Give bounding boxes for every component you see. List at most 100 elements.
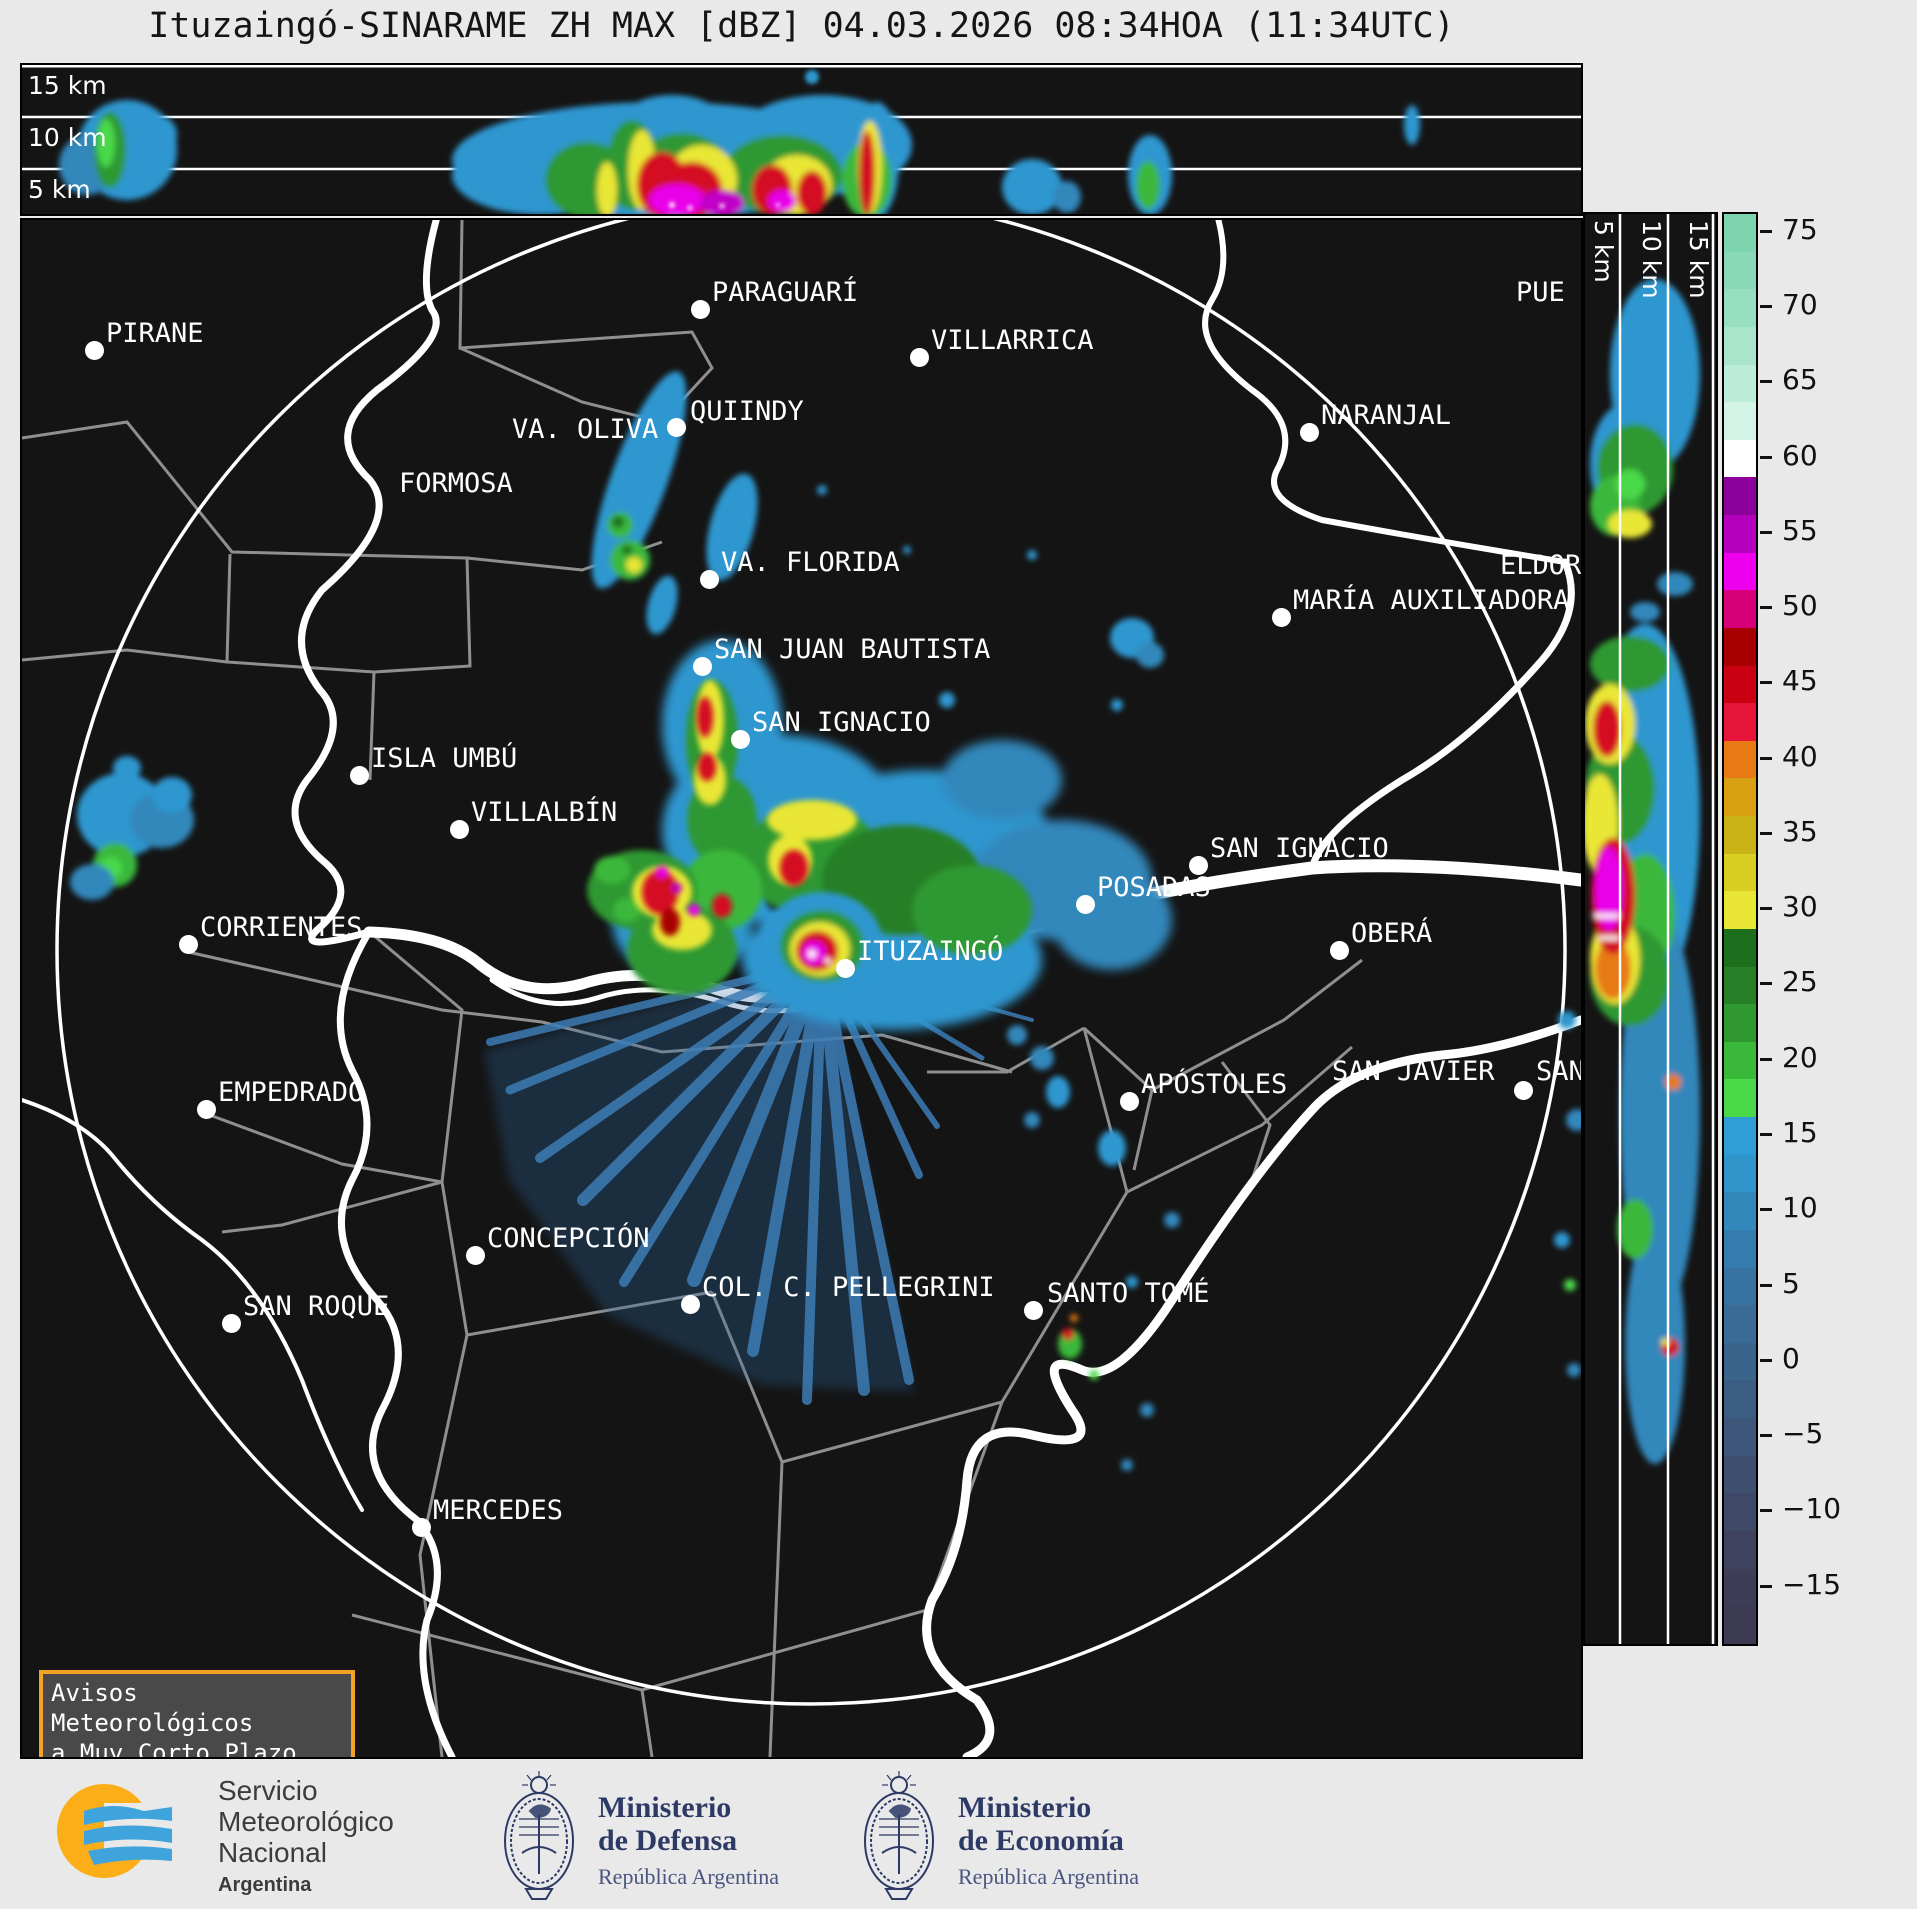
colorbar-segment-23 — [1724, 1079, 1756, 1117]
colorbar-segment-34 — [1724, 1493, 1756, 1531]
colorbar-segment-32 — [1724, 1418, 1756, 1456]
city-dot-empedrado — [197, 1100, 216, 1119]
city-label-quiindy: QUIINDY — [690, 396, 804, 427]
colorbar-segment-6 — [1724, 439, 1756, 478]
colorbar-tick-label--15: −15 — [1782, 1567, 1842, 1601]
city-dot-quiindy — [667, 418, 686, 437]
smn-line-1: Servicio — [218, 1775, 318, 1806]
city-dot-va-florida — [700, 570, 719, 589]
city-dot-isla-umbu — [350, 766, 369, 785]
city-label-san: SAN — [1536, 1056, 1583, 1087]
defensa-sub: República Argentina — [598, 1864, 780, 1889]
colorbar-tick-label-70: 70 — [1782, 288, 1818, 322]
page-title: Ituzaingó-SINARAME ZH MAX [dBZ] 04.03.20… — [148, 6, 1455, 46]
city-dot-villalbin — [450, 820, 469, 839]
right-cross-section-panel: 5 km 10 km 15 km — [1583, 212, 1718, 1646]
colorbar-tick-mark--5 — [1760, 1434, 1772, 1438]
colorbar-segment-12 — [1724, 665, 1756, 704]
city-label-san-roque: SAN ROQUE — [243, 1291, 390, 1322]
city-dot-ituzaingo — [836, 959, 855, 978]
city-label-villarrica: VILLARRICA — [931, 325, 1094, 356]
top-cross-section-echoes — [22, 65, 1581, 214]
colorbar-tick-mark--10 — [1760, 1509, 1772, 1513]
city-label-paraguari: PARAGUARÍ — [712, 277, 859, 308]
colorbar-tick-mark-25 — [1760, 982, 1772, 986]
colorbar-segment-33 — [1724, 1455, 1756, 1494]
admin-borders — [22, 220, 1363, 1757]
city-label-obera: OBERÁ — [1351, 918, 1433, 949]
colorbar-segment-5 — [1724, 402, 1756, 440]
colorbar-tick-label-60: 60 — [1782, 438, 1818, 472]
city-label-corrientes: CORRIENTES — [200, 912, 363, 943]
city-label-concepcion: CONCEPCIÓN — [487, 1223, 650, 1254]
city-label-apostoles: APÓSTOLES — [1141, 1069, 1288, 1100]
colorbar-tick-label-20: 20 — [1782, 1040, 1818, 1074]
city-label-isla-umbu: ISLA UMBÚ — [371, 743, 518, 774]
smn-sub: Argentina — [218, 1874, 312, 1896]
city-dot-san-roque — [222, 1314, 241, 1333]
smn-logo-icon — [57, 1784, 176, 1878]
colorbar-tick-mark-40 — [1760, 756, 1772, 760]
colorbar-tick-mark-35 — [1760, 831, 1772, 835]
economia-line-2: de Economía — [958, 1824, 1124, 1857]
colorbar-tick-mark-20 — [1760, 1057, 1772, 1061]
city-label-formosa: FORMOSA — [399, 468, 513, 499]
colorbar-tick-label-55: 55 — [1782, 513, 1818, 547]
economia-line-1: Ministerio — [958, 1791, 1092, 1824]
weather-warning-box: Avisos Meteorológicos a Muy Corto Plazo — [39, 1670, 355, 1757]
colorbar-tick-mark-70 — [1760, 305, 1772, 309]
colorbar-tick-label-65: 65 — [1782, 363, 1818, 397]
colorbar-tick-label-0: 0 — [1782, 1341, 1800, 1375]
city-label-san-juan-bautista: SAN JUAN BAUTISTA — [714, 634, 991, 665]
city-label-posadas: POSADAS — [1097, 872, 1211, 903]
colorbar-segment-7 — [1724, 477, 1756, 515]
defensa-line-1: Ministerio — [598, 1791, 732, 1824]
city-label-mercedes: MERCEDES — [433, 1495, 564, 1526]
colorbar-segment-30 — [1724, 1342, 1756, 1381]
right-panel-height-label-10km: 10 km — [1637, 220, 1666, 299]
city-dot-san-ignacio — [731, 730, 750, 749]
colorbar-segment-31 — [1724, 1380, 1756, 1418]
colorbar-segment-36 — [1724, 1568, 1756, 1607]
colorbar-segment-22 — [1724, 1041, 1756, 1080]
city-label-col-c-pellegrini: COL. C. PELLEGRINI — [702, 1272, 995, 1303]
city-dot-corrientes — [179, 935, 198, 954]
city-dot-san-javier — [1514, 1081, 1533, 1100]
radar-clutter-fan — [484, 955, 1034, 1405]
city-label-va-florida: VA. FLORIDA — [721, 547, 900, 578]
colorbar-segment-20 — [1724, 966, 1756, 1005]
colorbar-tick-mark-75 — [1760, 229, 1772, 233]
colorbar-tick-label-75: 75 — [1782, 212, 1818, 246]
colorbar-tick-mark-60 — [1760, 455, 1772, 459]
city-dot-naranjal — [1300, 423, 1319, 442]
city-dot-san-ignacio — [1189, 856, 1208, 875]
colorbar-tick-label-35: 35 — [1782, 814, 1818, 848]
smn-line-3: Nacional — [218, 1837, 327, 1868]
colorbar-tick-mark-15 — [1760, 1132, 1772, 1136]
ministerio-economia-text: Ministerio de Economía República Argenti… — [958, 1791, 1139, 1893]
colorbar-segment-3 — [1724, 326, 1756, 365]
colorbar-segment-17 — [1724, 853, 1756, 892]
storm-echoes — [70, 371, 1581, 1471]
defensa-line-2: de Defensa — [598, 1824, 738, 1857]
colorbar-tick-mark-50 — [1760, 606, 1772, 610]
colorbar-tick-mark-0 — [1760, 1358, 1772, 1362]
map-graphics — [22, 220, 1581, 1757]
economia-sub: República Argentina — [958, 1864, 1140, 1889]
top-panel-height-label-15km: 15 km — [28, 71, 107, 100]
colorbar-segment-8 — [1724, 515, 1756, 553]
city-dot-maria-auxiliadora — [1272, 608, 1291, 627]
colorbar-segment-26 — [1724, 1192, 1756, 1230]
colorbar-tick-label-40: 40 — [1782, 739, 1818, 773]
city-label-naranjal: NARANJAL — [1321, 400, 1452, 431]
dbz-colorbar — [1722, 212, 1758, 1646]
colorbar-segment-1 — [1724, 251, 1756, 290]
warning-line-1: Avisos Meteorológicos — [51, 1679, 254, 1737]
colorbar-segment-9 — [1724, 552, 1756, 591]
colorbar-tick-mark--15 — [1760, 1584, 1772, 1588]
colorbar-segment-15 — [1724, 778, 1756, 816]
city-dot-santo-tome — [1024, 1301, 1043, 1320]
city-label-san-javier: SAN JAVIER — [1332, 1056, 1495, 1087]
colorbar-segment-29 — [1724, 1305, 1756, 1343]
city-dot-obera — [1330, 941, 1349, 960]
